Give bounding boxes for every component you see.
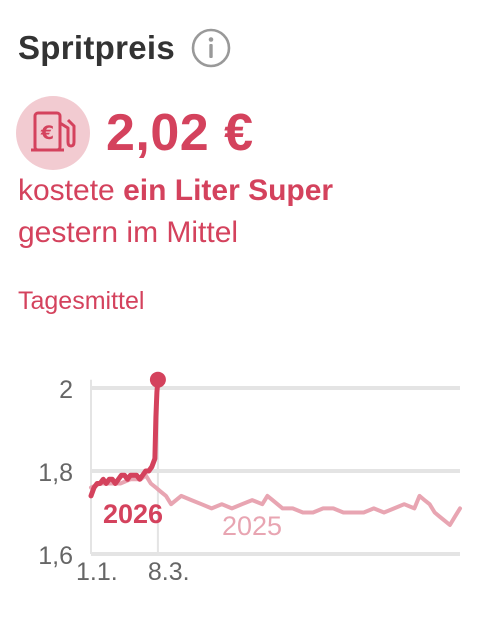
fuel-euro-icon: € [16,96,90,170]
desc-line2: gestern im Mittel [18,216,239,249]
price-chart: 1,6 1,8 2 1.1. 8.3. 2026 2025 [38,371,462,586]
widget-title: Spritpreis [18,29,176,66]
price-description: kostete ein Liter Super gestern im Mitte… [18,170,333,254]
latest-point [149,371,166,388]
series-line-2025 [89,473,462,527]
price-value: 2,02 € [106,104,254,162]
svg-text:€: € [40,122,54,144]
series-label-2025: 2025 [222,511,282,541]
x-tick-label: 8.3. [148,558,190,586]
y-tick-label: 1,8 [38,459,73,487]
y-tick-label: 2 [59,376,73,404]
series-label-2026: 2026 [103,499,163,529]
x-tick-label: 1.1. [76,558,118,586]
series-line-2026 [88,377,161,499]
header: Spritpreis [18,28,231,68]
info-icon[interactable] [191,28,231,68]
desc-bold: ein Liter Super [123,174,334,207]
chart-subtitle: Tagesmittel [18,287,145,315]
y-tick-label: 1,6 [38,542,73,570]
desc-prefix: kostete [18,174,124,207]
price-row: € 2,02 € [16,96,254,170]
